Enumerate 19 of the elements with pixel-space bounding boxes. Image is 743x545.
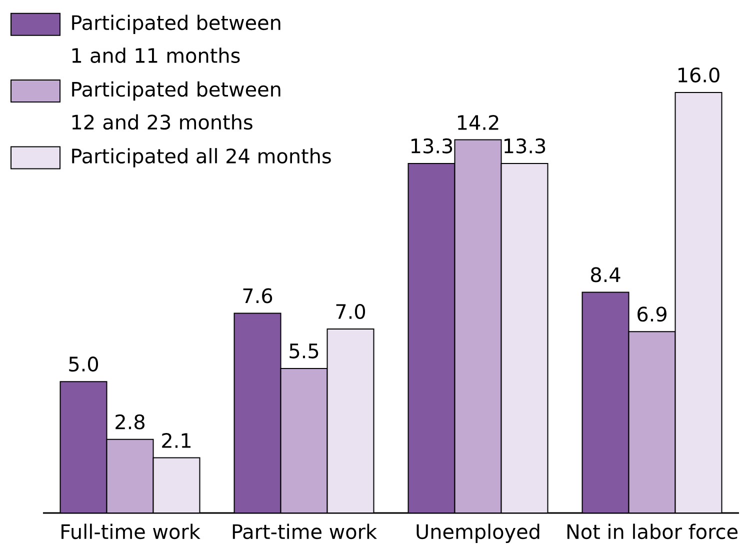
data-label: 5.0 xyxy=(69,356,98,372)
data-label: 7.6 xyxy=(243,288,272,304)
data-label: 13.3 xyxy=(412,138,452,154)
data-label: 14.2 xyxy=(458,115,498,130)
data-label: 8.4 xyxy=(591,267,620,282)
x-tick-label: Part-time work xyxy=(232,524,377,540)
legend-label: Participated between 12 and 23 months xyxy=(72,81,280,130)
legend-label: Participated all 24 months xyxy=(72,148,331,168)
x-tick-label: Full-time work xyxy=(62,524,200,540)
data-label: 16.0 xyxy=(678,67,720,82)
x-tick-label: Unemployed xyxy=(416,524,540,543)
data-label: 6.9 xyxy=(638,306,666,322)
data-label: 5.5 xyxy=(290,344,318,358)
data-label: 2.1 xyxy=(162,433,191,448)
legend-label: Participated between 1 and 11 months xyxy=(72,14,280,63)
data-label: 13.3 xyxy=(504,138,546,154)
x-tick-label: Not in labor force xyxy=(567,524,738,540)
data-label: 7.0 xyxy=(336,304,366,320)
data-label: 2.8 xyxy=(116,414,144,430)
